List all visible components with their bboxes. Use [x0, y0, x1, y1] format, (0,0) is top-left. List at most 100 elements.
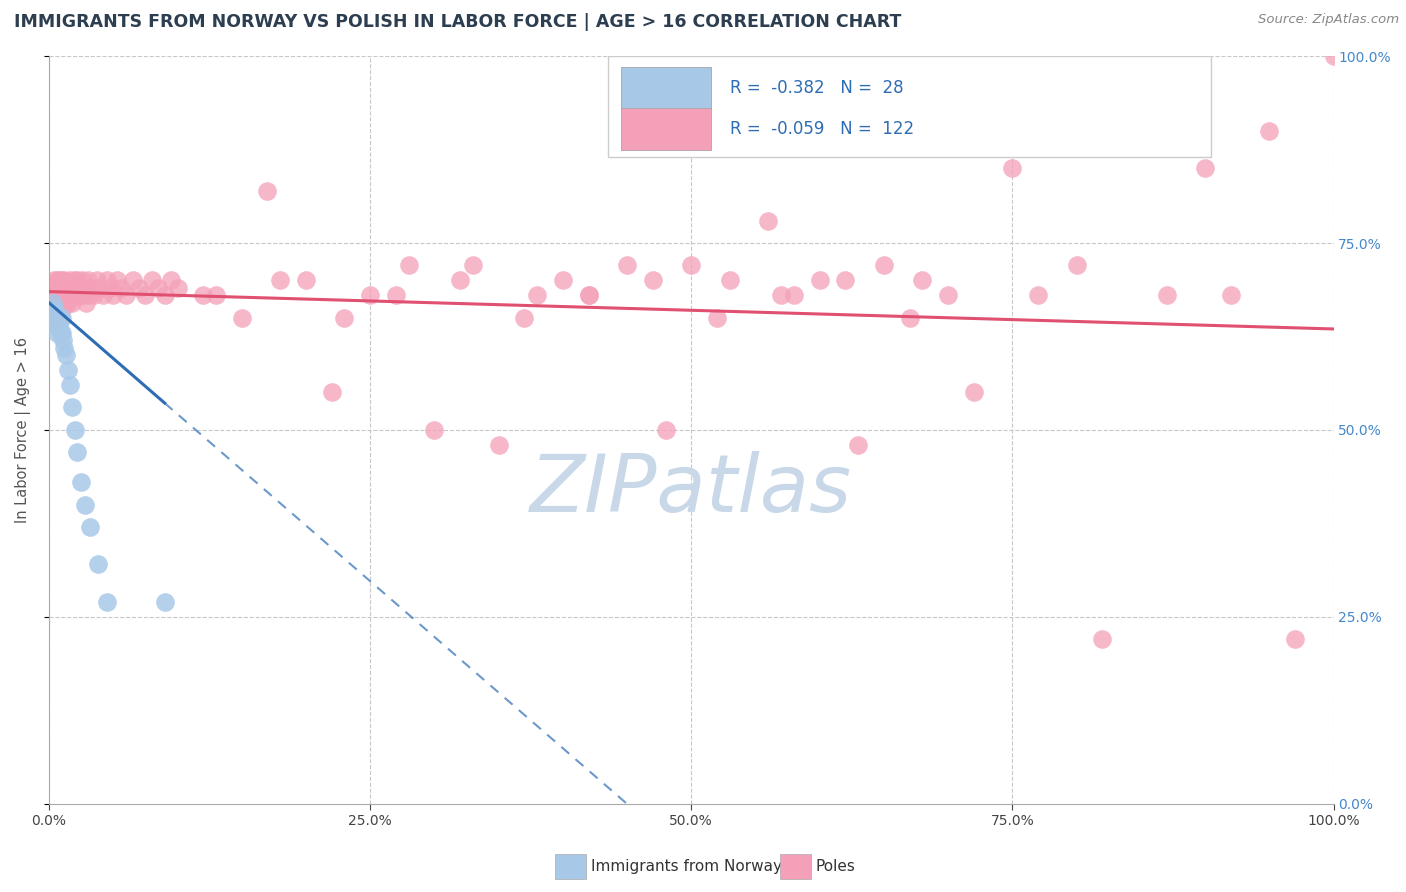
Point — [96, 595, 118, 609]
Point — [46, 303, 69, 318]
Point — [44, 303, 66, 318]
Point — [77, 288, 100, 302]
Point — [58, 281, 80, 295]
Point — [96, 273, 118, 287]
Point — [333, 310, 356, 325]
Point — [53, 273, 76, 287]
Point — [52, 333, 75, 347]
Point — [846, 438, 869, 452]
Point — [80, 281, 103, 295]
Point — [1284, 632, 1306, 646]
Point — [256, 184, 278, 198]
Point — [89, 281, 111, 295]
Point — [153, 288, 176, 302]
Point — [45, 310, 67, 325]
Point — [423, 423, 446, 437]
Point — [51, 303, 73, 318]
Point — [783, 288, 806, 302]
Point — [48, 318, 70, 333]
Point — [461, 259, 484, 273]
Point — [48, 273, 70, 287]
Point — [79, 520, 101, 534]
Point — [756, 213, 779, 227]
Point — [1091, 632, 1114, 646]
Point — [578, 288, 600, 302]
Point — [1322, 49, 1344, 63]
Point — [1156, 288, 1178, 302]
Point — [73, 498, 96, 512]
Point — [681, 259, 703, 273]
Point — [63, 288, 86, 302]
Point — [58, 295, 80, 310]
Point — [641, 273, 664, 287]
Point — [42, 281, 65, 295]
Point — [359, 288, 381, 302]
Point — [39, 295, 62, 310]
Point — [44, 318, 66, 333]
Point — [65, 281, 87, 295]
Point — [513, 310, 536, 325]
Point — [45, 295, 67, 310]
Point — [398, 259, 420, 273]
Point — [59, 273, 82, 287]
Point — [654, 423, 676, 437]
Point — [44, 281, 66, 295]
Point — [616, 259, 638, 273]
Point — [69, 281, 91, 295]
Point — [166, 281, 188, 295]
Point — [44, 303, 66, 318]
Point — [52, 295, 75, 310]
Point — [59, 288, 82, 302]
Point — [63, 273, 86, 287]
Point — [44, 273, 66, 287]
Point — [56, 288, 79, 302]
Point — [49, 288, 72, 302]
Point — [134, 288, 156, 302]
Point — [45, 288, 67, 302]
Point — [49, 295, 72, 310]
Point — [103, 288, 125, 302]
Point — [58, 363, 80, 377]
Point — [1129, 124, 1152, 138]
Point — [1219, 288, 1241, 302]
Point — [66, 273, 89, 287]
Point — [46, 288, 69, 302]
Point — [1258, 124, 1281, 138]
Point — [44, 310, 66, 325]
Point — [44, 295, 66, 310]
Point — [75, 295, 97, 310]
Point — [936, 288, 959, 302]
Point — [128, 281, 150, 295]
Point — [449, 273, 471, 287]
Text: R =  -0.059   N =  122: R = -0.059 N = 122 — [730, 120, 914, 138]
Point — [67, 288, 90, 302]
Point — [41, 303, 63, 318]
Point — [141, 273, 163, 287]
Point — [115, 288, 138, 302]
Point — [60, 401, 83, 415]
Point — [105, 273, 128, 287]
Point — [1066, 259, 1088, 273]
Point — [70, 475, 93, 490]
Point — [72, 273, 94, 287]
Point — [49, 326, 72, 340]
Point — [86, 273, 108, 287]
Point — [45, 273, 67, 287]
Point — [55, 348, 77, 362]
Point — [51, 281, 73, 295]
Bar — [620, 68, 710, 109]
Point — [42, 295, 65, 310]
Point — [45, 310, 67, 325]
Point — [51, 288, 73, 302]
Point — [526, 288, 548, 302]
Point — [153, 595, 176, 609]
Point — [718, 273, 741, 287]
Point — [295, 273, 318, 287]
Text: Immigrants from Norway: Immigrants from Norway — [591, 859, 782, 873]
Point — [269, 273, 291, 287]
Point — [53, 288, 76, 302]
Bar — [607, 56, 1212, 157]
Point — [706, 310, 728, 325]
Y-axis label: In Labor Force | Age > 16: In Labor Force | Age > 16 — [15, 337, 31, 523]
Point — [76, 273, 98, 287]
